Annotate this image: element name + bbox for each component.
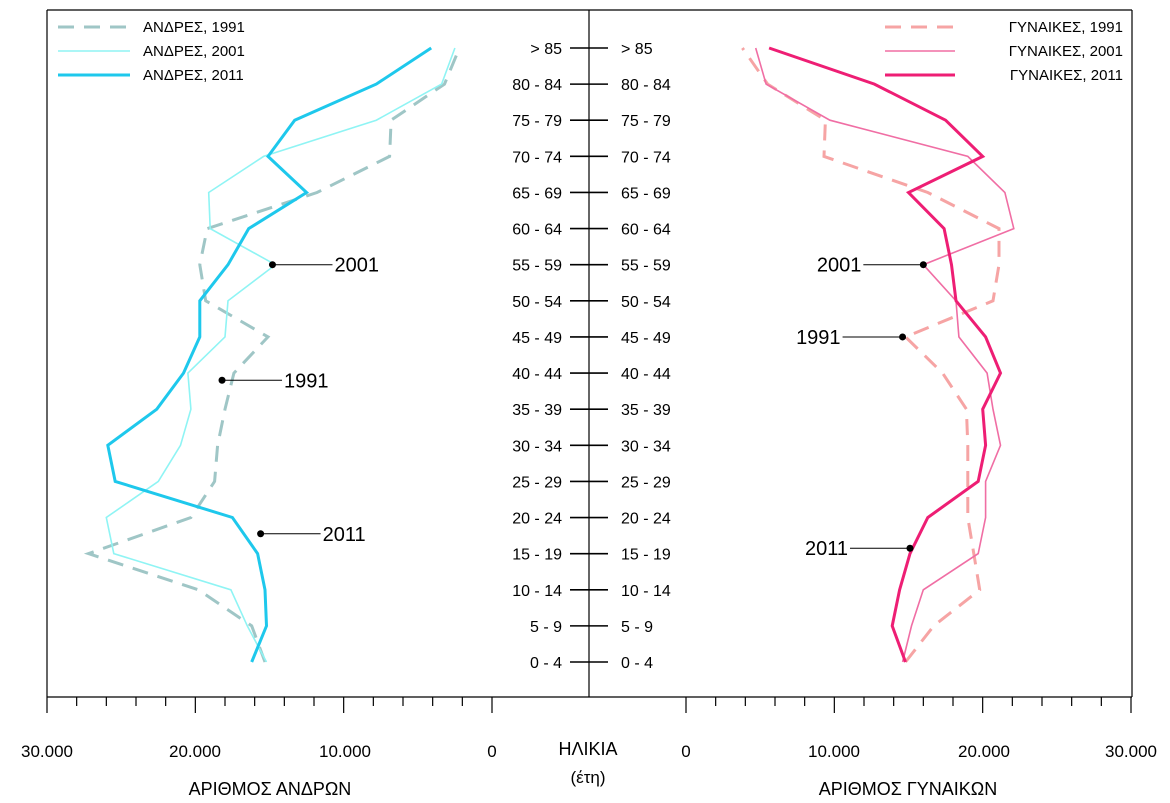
age-label-left-15: 75 - 79	[512, 113, 562, 130]
age-label-right-12: 60 - 64	[621, 222, 671, 239]
left-legend-label-0: ΑΝΔΡΕΣ, 1991	[143, 19, 245, 36]
right-series-line-2	[768, 46, 1003, 663]
right-tick-label-20000: 20.000	[958, 742, 1010, 761]
left-tick-label-30000: 30.000	[21, 742, 73, 761]
left-series-line-0	[83, 47, 461, 663]
age-label-right-17: > 85	[621, 41, 653, 58]
center-axis-subtitle: (έτη)	[570, 768, 605, 787]
age-label-left-12: 60 - 64	[512, 222, 562, 239]
age-label-right-6: 30 - 34	[621, 438, 671, 455]
age-label-left-17: > 85	[530, 41, 562, 58]
age-label-right-15: 75 - 79	[621, 113, 671, 130]
left-x-axis-title: ΑΡΙΘΜΟΣ ΑΝΔΡΩΝ	[189, 779, 352, 799]
left-tick-label-20000: 20.000	[169, 742, 221, 761]
age-label-right-8: 40 - 44	[621, 366, 671, 383]
right-tick-label-0: 0	[681, 742, 690, 761]
age-label-left-0: 0 - 4	[530, 655, 562, 672]
right-annotation-label-0: 2001	[817, 255, 862, 277]
age-label-left-2: 10 - 14	[512, 583, 562, 600]
age-label-right-3: 15 - 19	[621, 547, 671, 564]
left-legend-label-2: ΑΝΔΡΕΣ, 2011	[143, 67, 244, 84]
age-label-right-5: 25 - 29	[621, 474, 671, 491]
age-label-left-5: 25 - 29	[512, 474, 562, 491]
age-label-left-6: 30 - 34	[512, 438, 562, 455]
age-label-left-14: 70 - 74	[512, 149, 562, 166]
series-layer	[83, 46, 1015, 663]
age-label-left-1: 5 - 9	[530, 619, 562, 636]
age-label-left-9: 45 - 49	[512, 330, 562, 347]
right-legend: ΓΥΝΑΙΚΕΣ, 1991 ΓΥΝΑΙΚΕΣ, 2001 ΓΥΝΑΙΚΕΣ, 20…	[885, 19, 1123, 84]
left-series-line-2	[106, 46, 433, 663]
right-x-axis-ticks	[685, 697, 1132, 713]
age-label-right-11: 55 - 59	[621, 258, 671, 275]
right-legend-label-0: ΓΥΝΑΙΚΕΣ, 1991	[1009, 19, 1123, 36]
center-axis-title: ΗΛΙΚΙΑ	[558, 739, 617, 759]
left-annotation-label-2: 2011	[323, 524, 366, 546]
age-label-right-16: 80 - 84	[621, 77, 671, 94]
right-series-line-1	[754, 47, 1015, 663]
left-annotation-label-0: 2001	[334, 255, 379, 277]
left-legend-label-1: ΑΝΔΡΕΣ, 2001	[143, 43, 245, 60]
age-label-right-14: 70 - 74	[621, 149, 671, 166]
left-tick-label-0: 0	[487, 742, 496, 761]
age-label-right-7: 35 - 39	[621, 402, 671, 419]
left-series-line-1	[105, 47, 456, 663]
right-legend-label-1: ΓΥΝΑΙΚΕΣ, 2001	[1009, 43, 1123, 60]
age-label-left-16: 80 - 84	[512, 77, 562, 94]
age-label-left-4: 20 - 24	[512, 511, 562, 528]
left-annotation-label-1: 1991	[284, 370, 329, 392]
left-tick-label-10000: 10.000	[319, 742, 371, 761]
age-label-right-1: 5 - 9	[621, 619, 653, 636]
right-legend-label-2: ΓΥΝΑΙΚΕΣ, 2011	[1010, 67, 1123, 84]
right-annotation-label-1: 1991	[796, 327, 841, 349]
chart-frame	[46, 9, 1133, 698]
age-label-right-13: 65 - 69	[621, 185, 671, 202]
age-label-left-8: 40 - 44	[512, 366, 562, 383]
age-label-left-13: 65 - 69	[512, 185, 562, 202]
right-annotation-label-2: 2011	[805, 538, 848, 560]
right-tick-label-10000: 10.000	[808, 742, 860, 761]
annotation-layer: 2001 1991 2011 2001 1991 2011	[218, 255, 927, 560]
age-label-right-2: 10 - 14	[621, 583, 671, 600]
left-x-axis-ticks	[46, 697, 493, 713]
age-label-left-7: 35 - 39	[512, 402, 562, 419]
right-tick-label-30000: 30.000	[1105, 742, 1157, 761]
age-label-left-10: 50 - 54	[512, 294, 562, 311]
age-label-left-11: 55 - 59	[512, 258, 562, 275]
age-label-right-9: 45 - 49	[621, 330, 671, 347]
age-label-right-10: 50 - 54	[621, 294, 671, 311]
left-legend: ΑΝΔΡΕΣ, 1991 ΑΝΔΡΕΣ, 2001 ΑΝΔΡΕΣ, 2011	[58, 19, 245, 84]
age-axis: 0 - 4 0 - 4 5 - 9 5 - 9 10 - 14 10 - 14 15 - 1…	[512, 41, 671, 672]
right-series-line-0	[741, 47, 1001, 663]
age-label-right-0: 0 - 4	[621, 655, 653, 672]
left-x-tick-labels: 30.000 20.000 10.000 0	[21, 742, 497, 761]
age-label-right-4: 20 - 24	[621, 511, 671, 528]
right-x-tick-labels: 0 10.000 20.000 30.000	[681, 742, 1157, 761]
age-label-left-3: 15 - 19	[512, 547, 562, 564]
right-x-axis-title: ΑΡΙΘΜΟΣ ΓΥΝΑΙΚΩΝ	[819, 779, 998, 799]
